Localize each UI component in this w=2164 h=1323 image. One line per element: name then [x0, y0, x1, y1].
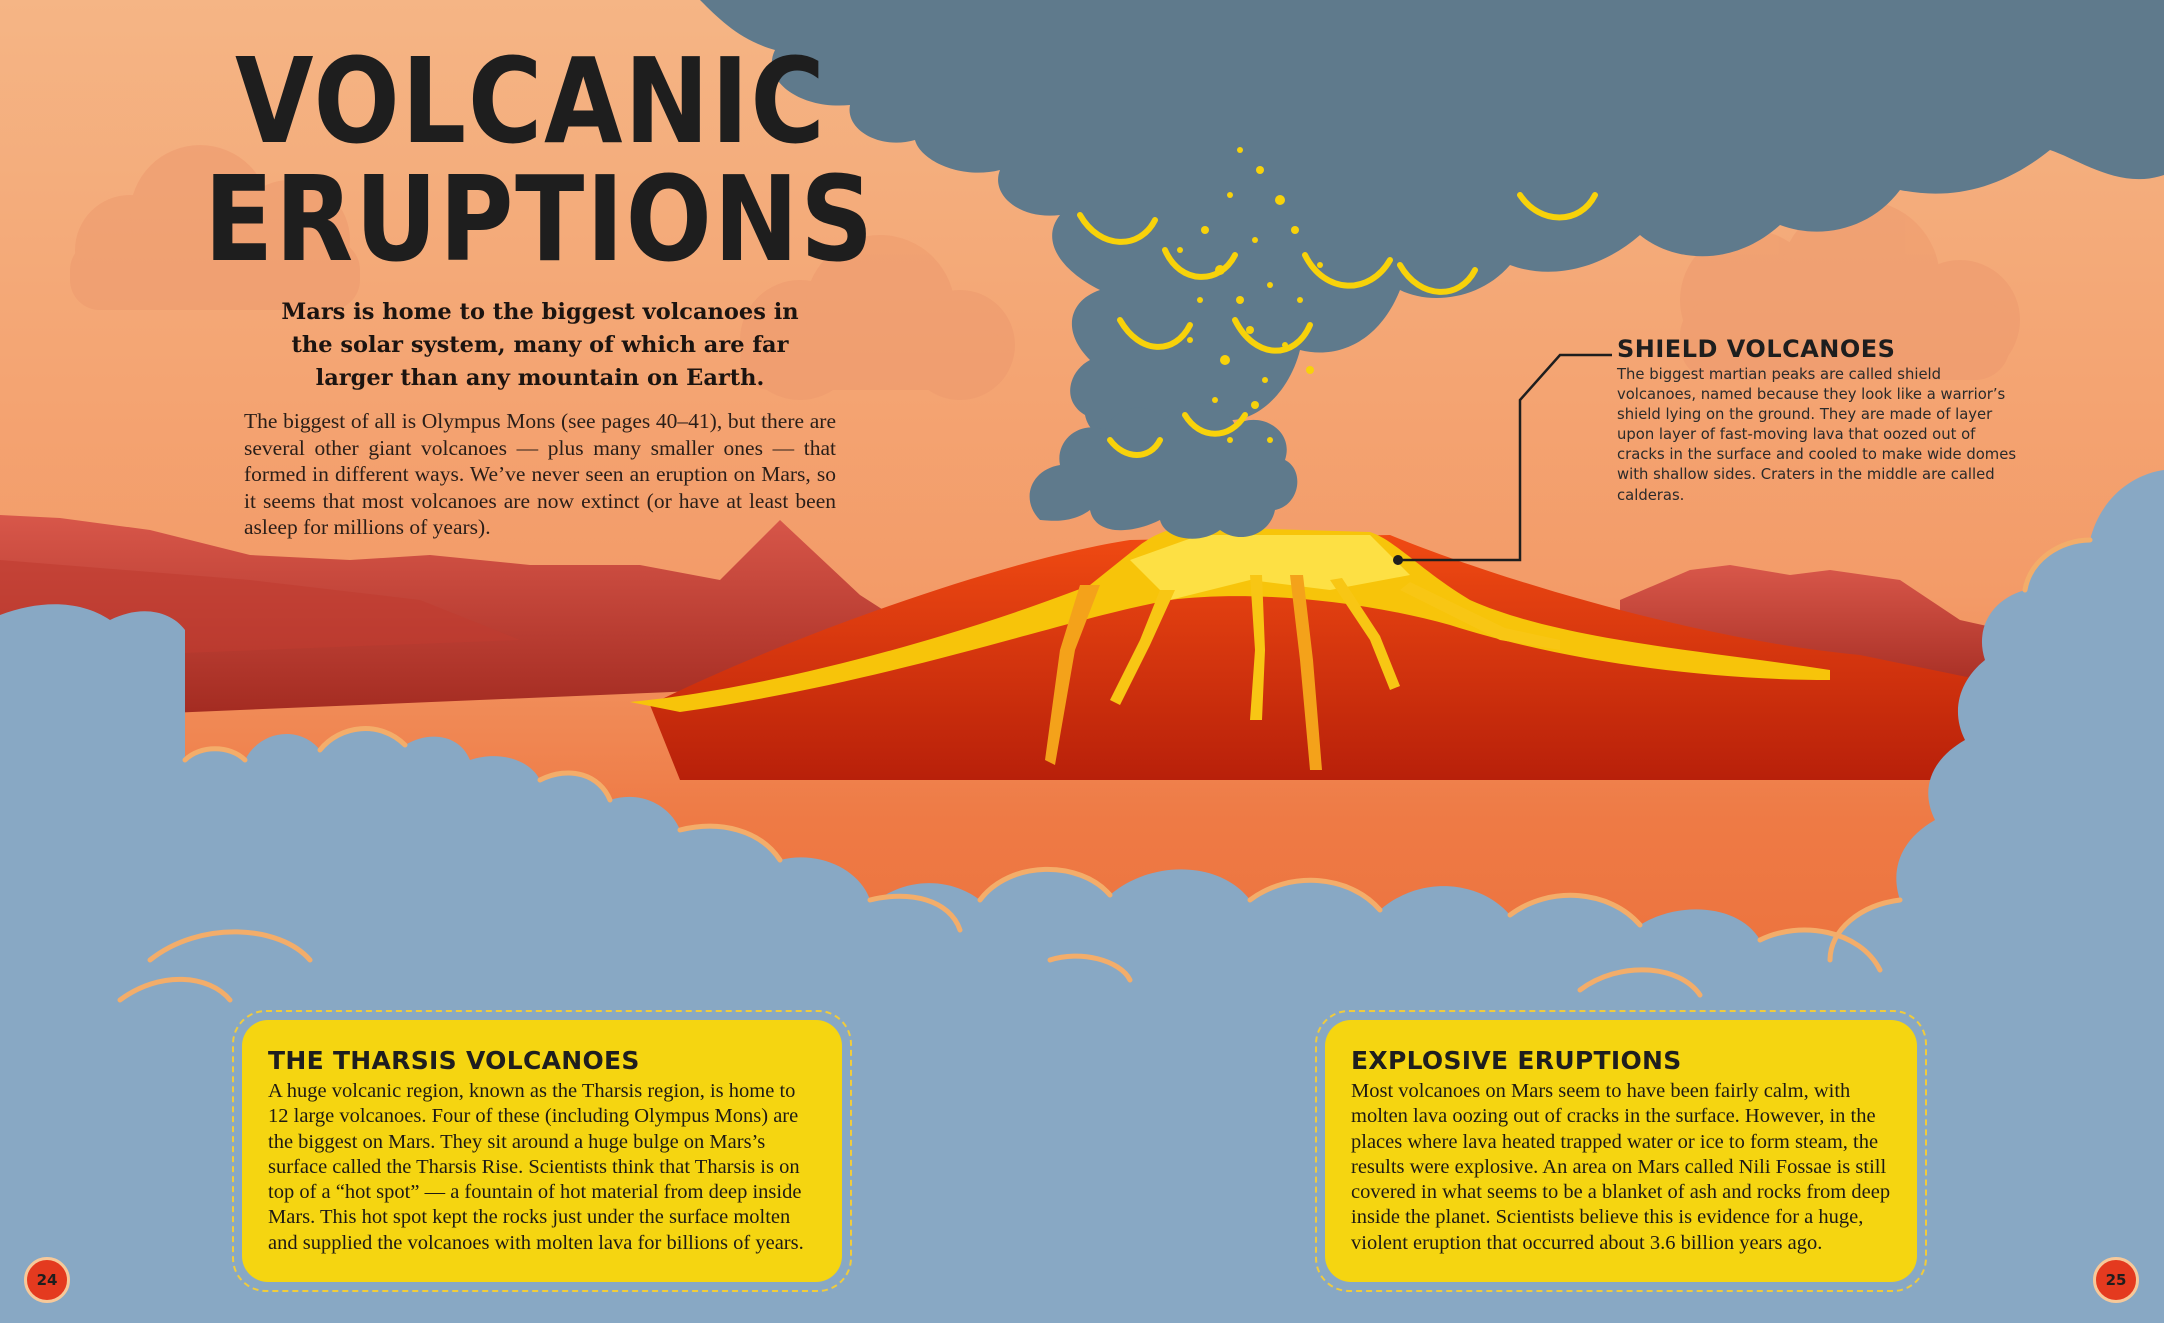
page-title: VOLCANIC ERUPTIONS — [204, 32, 873, 278]
background-clouds — [70, 145, 2020, 400]
shield-leader-dot — [1393, 555, 1403, 565]
shield-volcanoes-callout: SHIELD VOLCANOES The biggest martian pea… — [1617, 335, 2017, 506]
smoke-yellow-arcs — [1077, 192, 1598, 458]
page-number-left: 24 — [24, 1257, 70, 1303]
tharsis-volcanoes-box: THE THARSIS VOLCANOES A huge volcanic re… — [232, 1010, 852, 1292]
tharsis-volcanoes-heading: THE THARSIS VOLCANOES — [268, 1046, 640, 1075]
title-line-2: ERUPTIONS — [204, 150, 876, 288]
page-number-right: 25 — [2093, 1257, 2139, 1303]
volcano — [630, 526, 2030, 780]
shield-leader-line — [1398, 353, 1612, 562]
ash-specks — [1177, 147, 1323, 443]
shield-volcanoes-heading: SHIELD VOLCANOES — [1617, 335, 1896, 363]
explosive-eruptions-box: EXPLOSIVE ERUPTIONS Most volcanoes on Ma… — [1315, 1010, 1927, 1292]
explosive-eruptions-text: Most volcanoes on Mars seem to have been… — [1351, 1080, 1891, 1254]
intro-paragraph: Mars is home to the biggest volcanoes in… — [281, 299, 799, 391]
cloud-rims — [117, 537, 2093, 1003]
explosive-eruptions-heading: EXPLOSIVE ERUPTIONS — [1351, 1046, 1682, 1075]
body-paragraph: The biggest of all is Olympus Mons (see … — [244, 409, 836, 540]
shield-volcanoes-text: The biggest martian peaks are called shi… — [1617, 366, 2017, 504]
tharsis-volcanoes-text: A huge volcanic region, known as the Tha… — [268, 1080, 804, 1254]
title-line-1: VOLCANIC — [235, 32, 827, 170]
